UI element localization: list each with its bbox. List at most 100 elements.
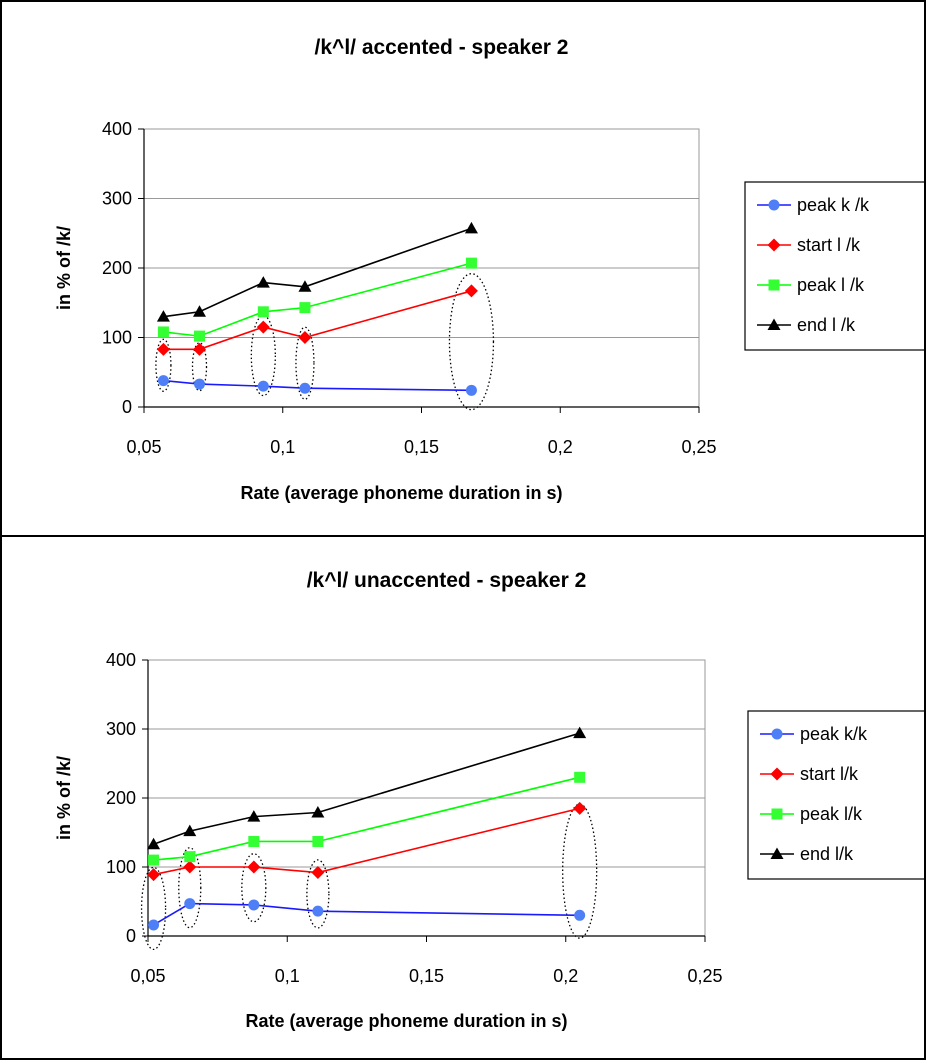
legend-swatch-marker	[768, 279, 780, 291]
data-point	[248, 899, 260, 911]
series-2	[157, 257, 477, 342]
data-point	[248, 835, 260, 847]
series-line	[163, 262, 472, 337]
series-1	[147, 801, 587, 882]
data-point	[312, 905, 324, 917]
grouping-ellipse	[295, 326, 315, 400]
data-point	[193, 305, 206, 317]
series-0	[148, 898, 586, 931]
data-point	[257, 306, 269, 318]
y-tick-label: 0	[122, 397, 132, 417]
data-point	[157, 326, 169, 338]
data-point	[194, 378, 205, 390]
data-point	[573, 801, 587, 815]
y-axis-title: in % of /k/	[54, 756, 74, 840]
grouping-ellipse	[191, 342, 208, 392]
series-3	[156, 221, 478, 322]
grouping-ellipse	[250, 314, 276, 397]
data-point	[193, 342, 206, 356]
series-line	[153, 902, 580, 926]
x-tick-label: 0,15	[404, 437, 439, 457]
legend-label: end l /k	[797, 315, 856, 335]
data-point	[298, 331, 312, 344]
chart-panel-accented: /k^l/ accented - speaker 2 0 100 200 300 400 0…	[0, 0, 926, 537]
grouping-ellipse	[241, 853, 267, 923]
x-tick-label: 0,05	[126, 437, 161, 457]
data-point	[574, 771, 586, 783]
legend-swatch-marker	[771, 808, 783, 820]
grouping-ellipse	[306, 859, 330, 929]
grouping-ellipse	[562, 803, 598, 939]
x-tick-label: 0,05	[130, 966, 165, 986]
data-point	[311, 866, 325, 880]
y-tick-label: 200	[106, 788, 136, 808]
grouping-ellipse	[155, 338, 172, 392]
series-line	[153, 776, 580, 861]
data-point	[147, 868, 161, 882]
data-point	[148, 854, 160, 866]
data-point	[156, 342, 170, 356]
legend: peak k /k start l /k peak l /k end l /k	[744, 181, 924, 351]
y-tick-label: 300	[102, 189, 132, 209]
data-point	[184, 851, 196, 863]
grouping-ellipse	[140, 866, 167, 951]
legend-label: end l/k	[800, 844, 854, 864]
data-point	[312, 835, 324, 847]
y-tick-label: 0	[126, 926, 136, 946]
legend-swatch-marker	[771, 728, 783, 740]
data-point	[247, 810, 261, 822]
x-tick-label: 0,15	[409, 966, 444, 986]
series-line	[163, 290, 472, 351]
series-line	[153, 732, 580, 845]
series-line	[163, 379, 472, 392]
data-point	[247, 860, 261, 874]
data-point	[157, 375, 169, 387]
chart-title: /k^l/ accented - speaker 2	[315, 36, 569, 59]
legend-swatch-marker	[770, 767, 784, 781]
x-tick-label: 0,2	[553, 966, 578, 986]
legend-label: peak l/k	[800, 804, 863, 824]
x-axis-title: Rate (average phoneme duration in s)	[245, 1011, 567, 1031]
legend-label: peak l /k	[797, 275, 865, 295]
data-point	[156, 310, 170, 322]
series-line	[153, 807, 580, 876]
legend-label: start l/k	[800, 764, 859, 784]
grouping-ellipse	[448, 273, 495, 411]
y-tick-label: 300	[106, 719, 136, 739]
data-point	[256, 276, 270, 288]
data-point	[465, 257, 477, 269]
x-axis-title: Rate (average phoneme duration in s)	[240, 483, 562, 503]
legend-label: start l /k	[797, 235, 861, 255]
data-point	[465, 384, 477, 396]
data-point	[147, 837, 161, 850]
x-tick-label: 0,25	[681, 437, 716, 457]
data-point	[464, 284, 478, 298]
y-tick-label: 200	[102, 258, 132, 278]
legend: peak k/k start l/k peak l/k end l/k	[747, 710, 924, 880]
y-tick-label: 400	[102, 119, 132, 139]
series-0	[157, 375, 477, 396]
grouping-ellipse	[178, 847, 202, 929]
y-tick-label: 100	[106, 857, 136, 877]
chart-unaccented: /k^l/ unaccented - speaker 2 0 100 200 300 40…	[54, 569, 924, 1031]
data-point	[183, 824, 197, 837]
y-axis-title: in % of /k/	[54, 226, 74, 310]
x-tick-label: 0,1	[270, 437, 295, 457]
series-2	[148, 771, 586, 866]
series-3	[147, 726, 587, 850]
data-point	[184, 898, 196, 910]
x-tick-label: 0,2	[548, 437, 573, 457]
y-tick-label: 400	[106, 650, 136, 670]
data-point	[464, 221, 478, 234]
data-point	[573, 726, 587, 739]
chart-accented: /k^l/ accented - speaker 2 0 100 200 300 400 0…	[54, 36, 924, 503]
series-1	[156, 284, 478, 356]
data-point	[574, 909, 586, 921]
data-point	[298, 280, 312, 292]
legend-swatch-marker	[770, 847, 784, 859]
data-point	[311, 805, 325, 818]
data-point	[299, 382, 311, 394]
chart-panel-unaccented: /k^l/ unaccented - speaker 2 0 100 200 300 40…	[0, 535, 926, 1060]
legend-swatch-marker	[767, 318, 781, 330]
legend-swatch-marker	[768, 199, 780, 211]
